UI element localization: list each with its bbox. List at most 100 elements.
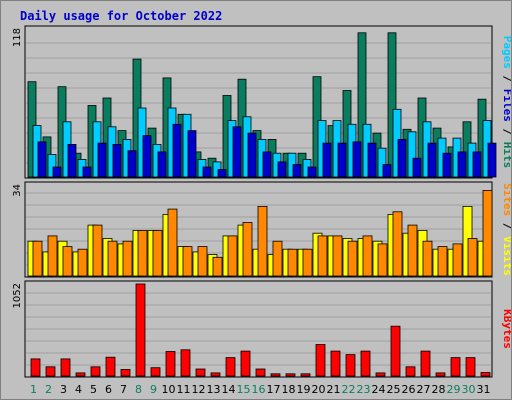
bar-kbytes-day-9	[150, 367, 161, 377]
x-tick-label-day-31: 31	[477, 383, 491, 396]
x-tick-label-day-5: 5	[90, 383, 97, 396]
bar-sites-day-16	[257, 205, 268, 277]
bar-kbytes-day-26	[405, 366, 416, 377]
bar-kbytes-day-29	[450, 357, 461, 377]
bar-kbytes-day-20	[315, 344, 326, 377]
y-max-label-bottom: 1052	[12, 283, 23, 308]
bar-pages-day-21	[337, 142, 347, 178]
bar-files-day-2	[47, 153, 57, 178]
x-tick-label-day-19: 19	[297, 383, 311, 396]
x-tick-label-day-17: 17	[267, 383, 281, 396]
bar-pages-day-16	[262, 151, 272, 178]
bar-kbytes-day-2	[45, 366, 56, 377]
bar-kbytes-day-18	[285, 373, 296, 377]
bar-sites-day-11	[182, 246, 193, 277]
legend-bottom: KBytes	[501, 309, 511, 349]
bar-sites-day-17	[272, 240, 283, 277]
legend-item-hits: Hits	[501, 142, 511, 169]
bar-kbytes-day-13	[210, 372, 221, 377]
bar-pages-day-1	[37, 141, 47, 178]
x-tick-label-day-3: 3	[60, 383, 67, 396]
legend-item-visits: Visits	[501, 236, 511, 276]
bar-sites-day-10	[167, 208, 178, 277]
bar-pages-day-11	[187, 130, 197, 178]
bar-kbytes-day-14	[225, 357, 236, 377]
bar-sites-day-14	[227, 235, 238, 277]
bar-sites-day-12	[197, 246, 208, 277]
x-tick-label-day-7: 7	[120, 383, 127, 396]
bar-pages-day-2	[52, 166, 62, 178]
bar-sites-day-30	[467, 238, 478, 277]
x-tick-label-day-10: 10	[162, 383, 176, 396]
bar-sites-day-4	[77, 248, 88, 277]
legend-item-files: Files	[501, 89, 511, 122]
x-tick-label-day-15: 15	[237, 383, 251, 396]
bar-hits-day-25	[387, 32, 397, 178]
bar-sites-day-26	[407, 224, 418, 277]
x-tick-label-day-30: 30	[462, 383, 476, 396]
y-max-label-top: 118	[12, 28, 23, 47]
bar-sites-day-9	[152, 230, 163, 277]
bar-sites-day-23	[362, 235, 373, 277]
bar-sites-day-20	[317, 235, 328, 277]
bar-sites-day-21	[332, 235, 343, 277]
x-tick-label-day-23: 23	[357, 383, 371, 396]
bar-sites-day-3	[62, 246, 73, 277]
bar-kbytes-day-27	[420, 350, 431, 377]
bar-pages-day-17	[277, 161, 287, 178]
legend-middle: Sites / Visits	[501, 183, 511, 276]
x-tick-label-day-4: 4	[75, 383, 82, 396]
x-tick-label-day-16: 16	[252, 383, 266, 396]
bar-kbytes-day-19	[300, 373, 311, 377]
bar-sites-day-13	[212, 256, 223, 277]
bar-kbytes-day-17	[270, 373, 281, 377]
bar-sites-day-24	[377, 243, 388, 277]
legend-item-sites: Sites	[501, 183, 511, 216]
bar-sites-day-25	[392, 211, 403, 277]
legend-item-pages: Pages	[501, 36, 511, 69]
bar-pages-day-28	[442, 152, 452, 178]
bar-pages-day-27	[427, 142, 437, 178]
bar-pages-day-6	[112, 143, 122, 178]
x-tick-label-day-25: 25	[387, 383, 401, 396]
bar-kbytes-day-23	[360, 350, 371, 377]
x-tick-label-day-27: 27	[417, 383, 431, 396]
bar-pages-day-19	[307, 166, 317, 178]
x-tick-label-day-22: 22	[342, 383, 356, 396]
bar-kbytes-day-22	[345, 354, 356, 377]
bar-pages-day-10	[172, 123, 182, 178]
bar-sites-day-28	[437, 246, 448, 277]
bar-kbytes-day-30	[465, 357, 476, 377]
bar-pages-day-8	[142, 135, 152, 178]
x-tick-label-day-2: 2	[45, 383, 52, 396]
bar-hits-day-23	[357, 32, 367, 178]
chart-title: Daily usage for October 2022	[20, 9, 222, 23]
bar-files-day-26	[407, 131, 417, 178]
bar-sites-day-22	[347, 240, 358, 277]
x-tick-label-day-1: 1	[30, 383, 37, 396]
bar-pages-day-7	[127, 150, 137, 178]
bar-sites-day-15	[242, 222, 253, 277]
bar-pages-day-31	[487, 142, 497, 178]
bar-kbytes-day-25	[390, 325, 401, 377]
bar-pages-day-22	[352, 141, 362, 178]
bar-kbytes-day-5	[90, 366, 101, 377]
bar-pages-day-26	[412, 157, 422, 178]
bar-kbytes-day-12	[195, 368, 206, 377]
bar-kbytes-day-7	[120, 368, 131, 377]
bar-kbytes-day-10	[165, 351, 176, 377]
legend-top: Pages / Files / Hits	[501, 36, 511, 169]
bar-pages-day-24	[382, 164, 392, 178]
bar-sites-day-8	[137, 230, 148, 277]
bar-pages-day-23	[367, 142, 377, 178]
x-tick-label-day-24: 24	[372, 383, 386, 396]
bar-pages-day-25	[397, 138, 407, 178]
bar-sites-day-19	[302, 248, 313, 277]
bar-kbytes-day-6	[105, 356, 116, 377]
x-tick-label-day-26: 26	[402, 383, 416, 396]
x-tick-label-day-11: 11	[177, 383, 191, 396]
x-tick-label-day-29: 29	[447, 383, 461, 396]
legend-separator: /	[501, 216, 511, 236]
bar-sites-day-27	[422, 240, 433, 277]
bar-sites-day-31	[482, 189, 493, 277]
